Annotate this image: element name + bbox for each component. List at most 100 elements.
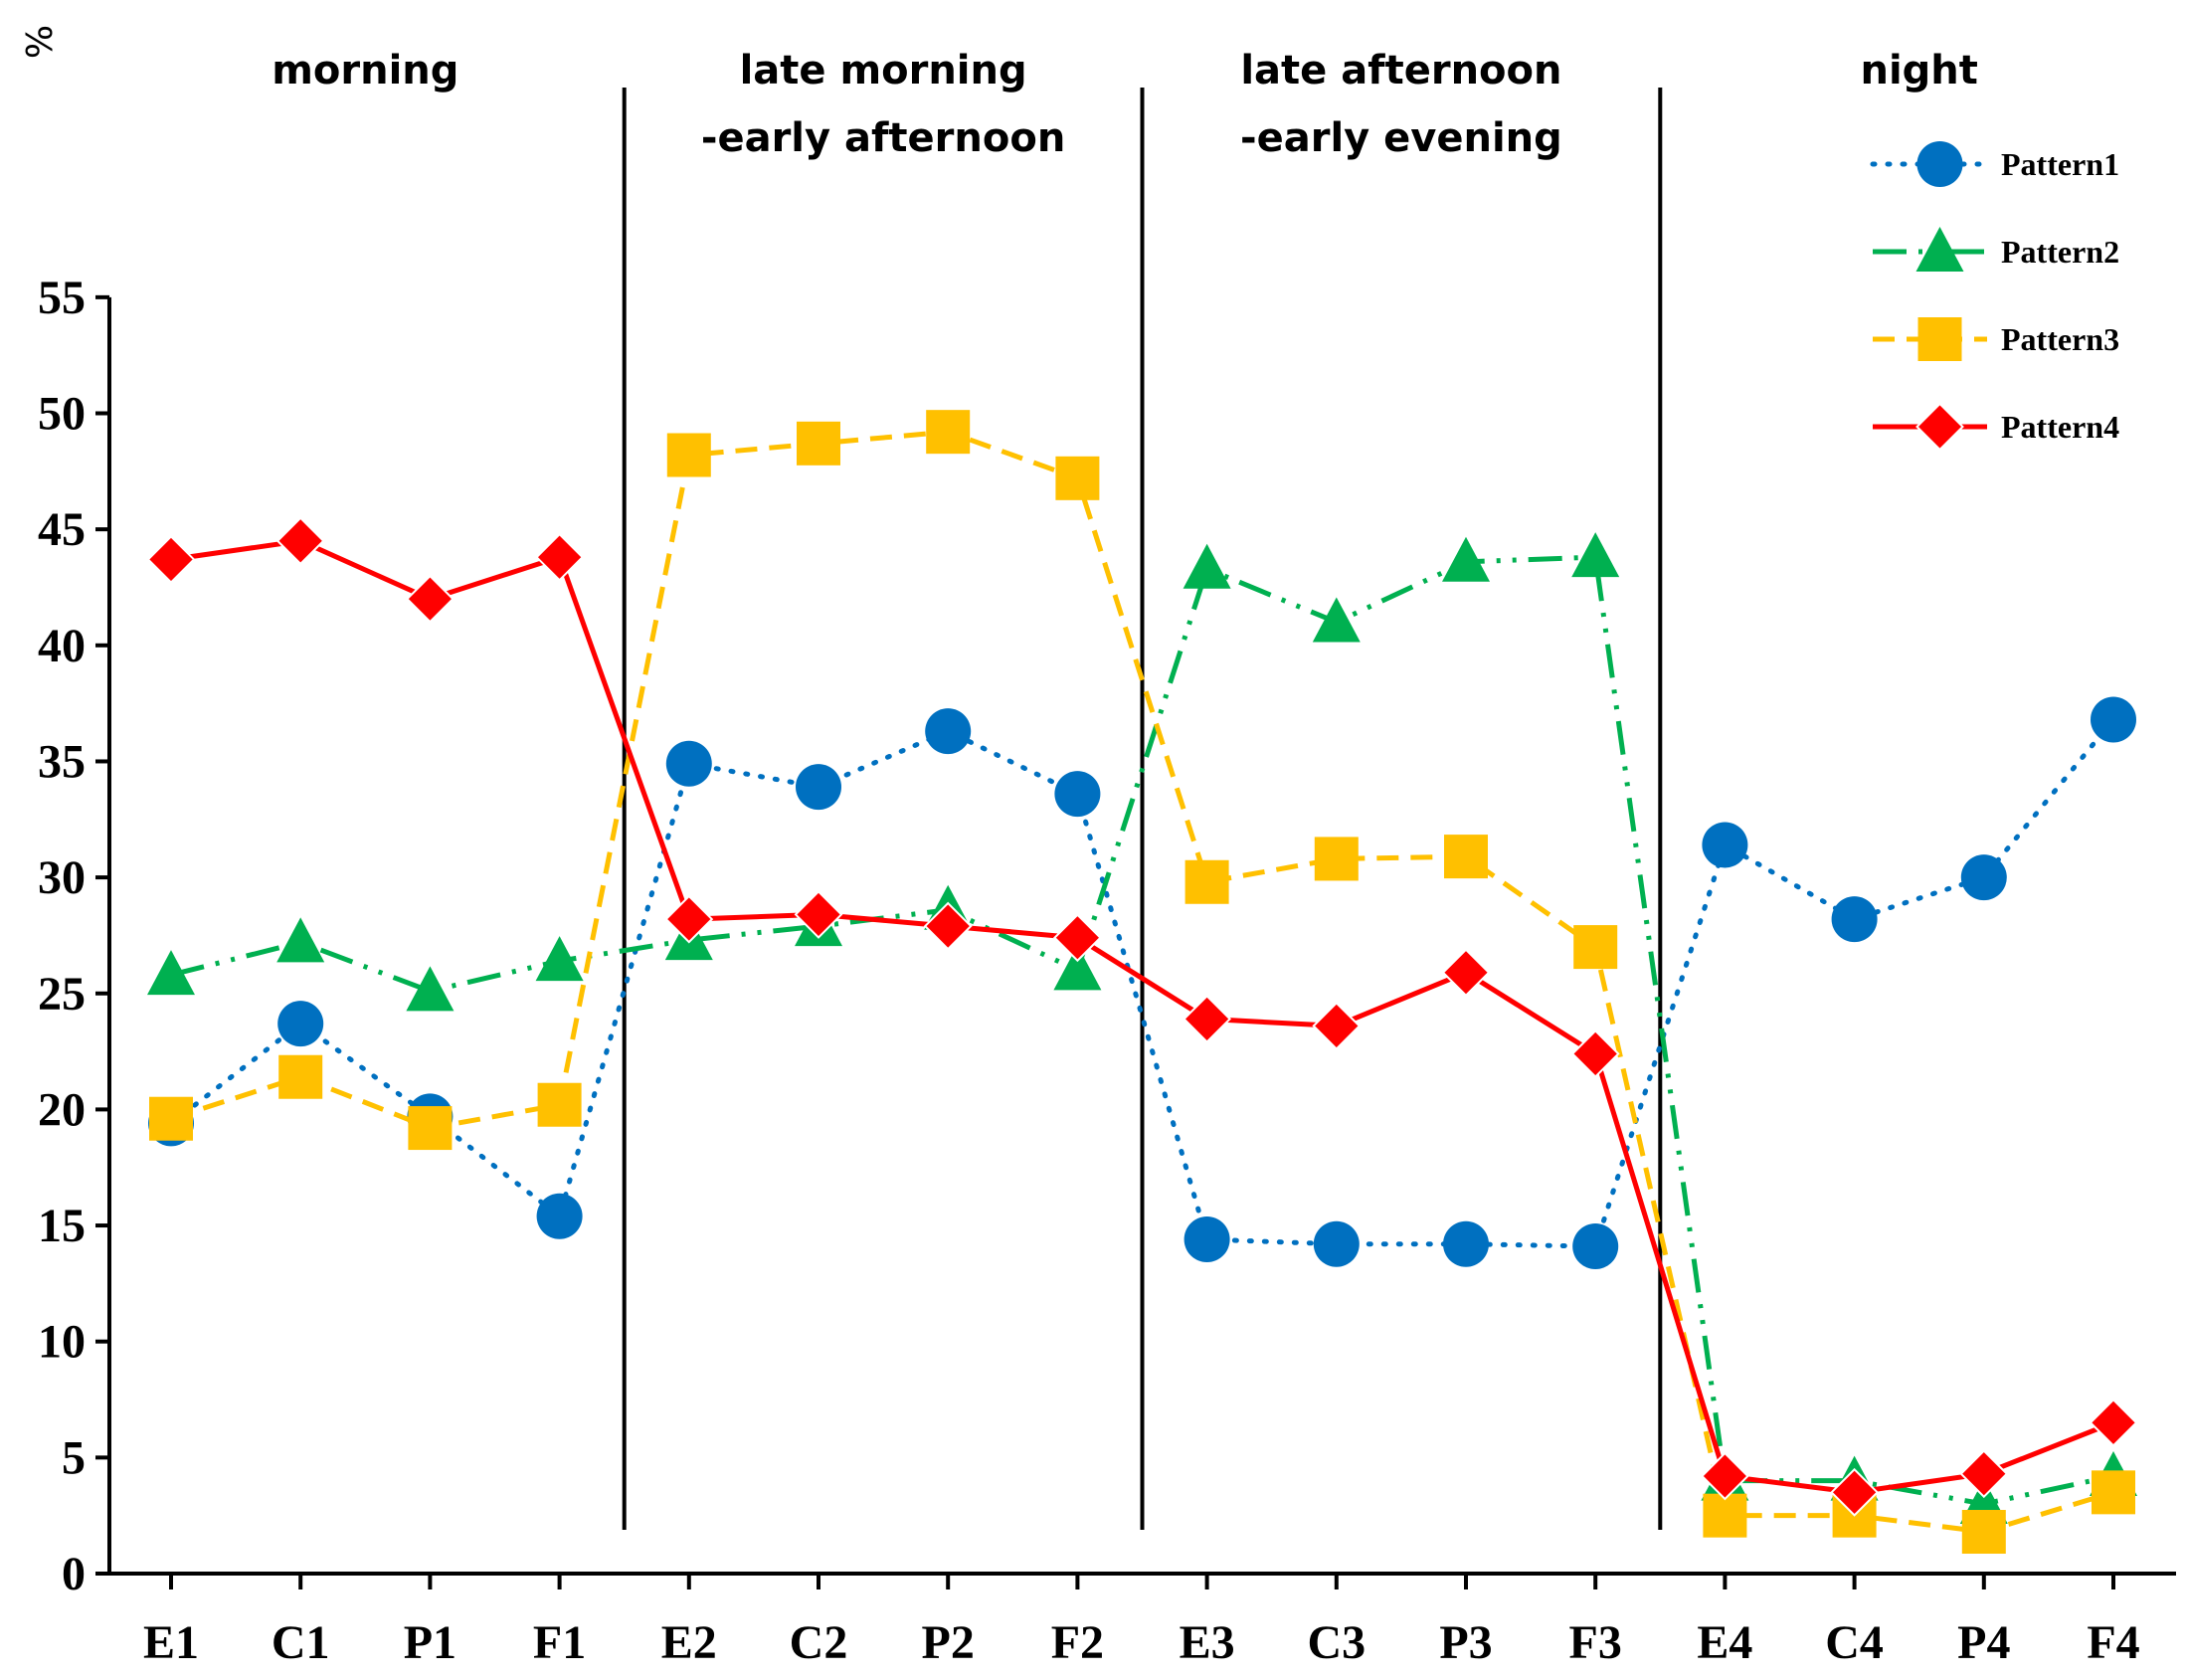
period-label: -early evening	[1240, 115, 1562, 161]
period-label: night	[1860, 48, 1977, 93]
y-tick-label: 0	[62, 1548, 86, 1600]
y-tick-label: 35	[38, 735, 86, 788]
data-point	[2091, 696, 2136, 743]
data-point	[1312, 597, 1361, 643]
data-point	[1830, 1467, 1880, 1517]
x-tick-label: E1	[143, 1616, 199, 1669]
data-point	[405, 574, 455, 624]
data-point	[1184, 1216, 1230, 1263]
period-divider-group: morning late morning -early afternoon late …	[272, 48, 1978, 1530]
data-point	[277, 1001, 324, 1047]
series-pattern3	[149, 410, 2135, 1555]
data-point	[1571, 532, 1620, 578]
x-tick-label: E3	[1180, 1616, 1235, 1669]
x-tick-label: P4	[1957, 1616, 2010, 1669]
data-point	[1573, 925, 1618, 970]
x-tick-label: P2	[922, 1616, 975, 1669]
data-point	[535, 936, 584, 982]
y-tick-label: 15	[38, 1200, 86, 1252]
series-line	[170, 554, 2114, 1507]
legend-marker	[1916, 141, 1963, 187]
data-point	[146, 535, 196, 584]
data-point	[923, 901, 973, 951]
data-point	[1312, 1001, 1362, 1050]
data-point	[1700, 1451, 1749, 1501]
data-point	[1053, 945, 1102, 991]
data-point	[1570, 1028, 1620, 1078]
data-point	[1314, 837, 1359, 881]
period-label: late afternoon	[1240, 48, 1561, 93]
data-point	[2092, 1470, 2135, 1515]
x-tick-label: F4	[2087, 1616, 2139, 1669]
data-point	[1572, 1223, 1619, 1270]
data-point	[1702, 822, 1748, 868]
x-tick-label: F3	[1569, 1616, 1622, 1669]
data-point	[1443, 1220, 1489, 1267]
data-point	[1441, 948, 1491, 998]
series-line	[168, 716, 2116, 1249]
data-point	[149, 1096, 193, 1141]
x-tick-label: E4	[1697, 1616, 1752, 1669]
legend-label: Pattern2	[2001, 234, 2119, 270]
data-point	[1054, 771, 1101, 818]
legend-marker	[1915, 227, 1964, 272]
y-tick-label: 5	[62, 1431, 86, 1484]
data-point	[1703, 1493, 1747, 1538]
data-point	[1313, 1220, 1360, 1267]
legend: Pattern1 Pattern2 Pattern3 Pattern4	[1870, 141, 2119, 452]
data-point	[1961, 1510, 2006, 1555]
period-label: -early afternoon	[701, 115, 1065, 161]
legend-marker	[1917, 317, 1962, 361]
legend-label: Pattern1	[2001, 146, 2119, 182]
series-pattern4	[146, 516, 2138, 1517]
x-tick-label: E2	[661, 1616, 717, 1669]
y-tick-label: 10	[38, 1316, 86, 1369]
y-tick-label: 30	[38, 851, 86, 904]
data-point	[1959, 1449, 2009, 1499]
data-point	[278, 1054, 323, 1099]
data-point	[794, 890, 843, 939]
y-tick-label: 50	[38, 388, 86, 441]
axes: 0 5 10 15 20 25 30 35 40 45 50 55% E1 C1 P1 F1 E2 C2 P2 F2 E…	[20, 25, 2176, 1669]
data-point	[406, 966, 455, 1012]
period-label: late morning	[740, 48, 1027, 93]
y-tick-label: 25	[38, 968, 86, 1021]
x-tick-label: C2	[790, 1616, 848, 1669]
data-point	[537, 1082, 582, 1127]
data-point	[925, 708, 972, 755]
data-point	[797, 421, 840, 466]
y-tick-label: 40	[38, 620, 86, 672]
data-point	[796, 764, 841, 811]
series-group	[146, 410, 2138, 1555]
x-tick-label: C4	[1825, 1616, 1884, 1669]
x-tick-label: P3	[1439, 1616, 1492, 1669]
data-point	[1184, 859, 1229, 904]
data-point	[1055, 456, 1100, 500]
x-tick-label: P1	[404, 1616, 456, 1669]
data-point	[535, 532, 585, 582]
data-point	[147, 950, 195, 996]
data-point	[1960, 854, 2007, 901]
y-tick-label: 20	[38, 1083, 86, 1136]
y-tick-label: 55	[38, 272, 86, 324]
data-point	[664, 894, 714, 944]
legend-marker	[1915, 402, 1964, 452]
legend-label: Pattern3	[2001, 321, 2119, 357]
x-tick-label: C3	[1307, 1616, 1366, 1669]
data-point	[1183, 994, 1232, 1043]
data-point	[1183, 543, 1231, 589]
series-line	[170, 429, 2114, 1535]
data-point	[1052, 913, 1102, 963]
data-point	[408, 1106, 453, 1151]
data-point	[276, 917, 325, 963]
y-axis-label: %	[20, 25, 61, 59]
data-point	[2089, 1398, 2138, 1447]
data-point	[665, 740, 712, 787]
data-point	[926, 410, 971, 455]
data-point	[666, 433, 711, 477]
data-point	[1831, 896, 1878, 943]
y-tick-label: 45	[38, 503, 86, 556]
data-point	[536, 1193, 583, 1239]
series-line	[170, 538, 2114, 1495]
